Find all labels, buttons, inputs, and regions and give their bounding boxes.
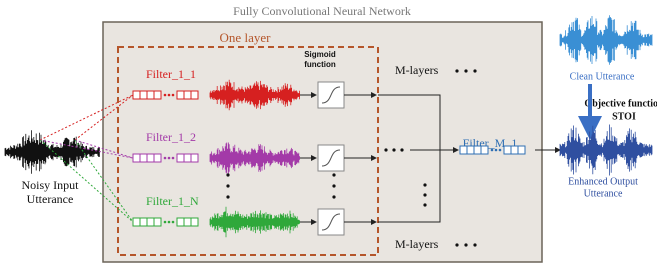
filter-cell (140, 91, 147, 99)
dot (400, 148, 403, 151)
filter-cell (191, 91, 198, 99)
dot (172, 221, 175, 224)
diagram: Fully Convolutional Neural Network One l… (0, 0, 657, 265)
filter-cell (518, 146, 525, 154)
m-layers-label: M-layers (395, 237, 439, 251)
dot (455, 69, 458, 72)
dot (473, 243, 476, 246)
input-label: Noisy Input (22, 178, 80, 192)
dot (423, 193, 426, 196)
filter-cell (184, 91, 191, 99)
filter-cell (481, 146, 488, 154)
m-layers-label: M-layers (395, 63, 439, 77)
filter-cell (467, 146, 474, 154)
filter-cell (511, 146, 518, 154)
dot (168, 221, 171, 224)
filter-cell (177, 154, 184, 162)
filter-cell (140, 154, 147, 162)
filter-cell (154, 91, 161, 99)
dot (172, 94, 175, 97)
dot (332, 195, 335, 198)
dot (172, 157, 175, 160)
objective-label: STOI (612, 111, 636, 122)
input-label: Utterance (27, 192, 74, 206)
filter-cell (140, 218, 147, 226)
dot (423, 183, 426, 186)
filter-cell (184, 218, 191, 226)
dot (168, 157, 171, 160)
enhanced-label: Utterance (584, 188, 623, 199)
dot (423, 203, 426, 206)
dot (332, 184, 335, 187)
filter-cell (191, 154, 198, 162)
dot (384, 148, 387, 151)
layer-title: One layer (220, 30, 272, 45)
filter-cell (133, 218, 140, 226)
filter-cell (177, 218, 184, 226)
filter-cell (147, 154, 154, 162)
dot (226, 184, 229, 187)
dot (464, 243, 467, 246)
filter-cell (177, 91, 184, 99)
dot (164, 94, 167, 97)
outer-title: Fully Convolutional Neural Network (233, 4, 411, 18)
filter-cell (504, 146, 511, 154)
filter-cell (147, 91, 154, 99)
filter-cell (154, 218, 161, 226)
dot (499, 149, 502, 152)
dot (226, 195, 229, 198)
filter-label: Filter_1_2 (146, 130, 196, 144)
filter-cell (191, 218, 198, 226)
dot (473, 69, 476, 72)
dot (164, 157, 167, 160)
sigmoid-label: function (304, 60, 336, 69)
filter-cell (184, 154, 191, 162)
filter-cell (147, 218, 154, 226)
enhanced-label: Enhanced Output (568, 176, 638, 187)
filter-label: Filter_1_1 (146, 67, 196, 81)
dot (392, 148, 395, 151)
waveform (5, 130, 99, 174)
dot (168, 94, 171, 97)
dot (495, 149, 498, 152)
filter-cell (460, 146, 467, 154)
filter-label: Filter_1_N (146, 194, 199, 208)
dot (226, 173, 229, 176)
waveform (560, 125, 652, 176)
filter-cell (474, 146, 481, 154)
filter-cell (133, 91, 140, 99)
dot (464, 69, 467, 72)
dot (332, 173, 335, 176)
waveform (560, 15, 652, 65)
dot (164, 221, 167, 224)
clean-label: Clean Utterance (570, 71, 635, 82)
objective-label: Objective function (584, 98, 657, 109)
dot (491, 149, 494, 152)
filter-cell (154, 154, 161, 162)
dot (455, 243, 458, 246)
filter-cell (133, 154, 140, 162)
sigmoid-label: Sigmoid (304, 50, 336, 59)
